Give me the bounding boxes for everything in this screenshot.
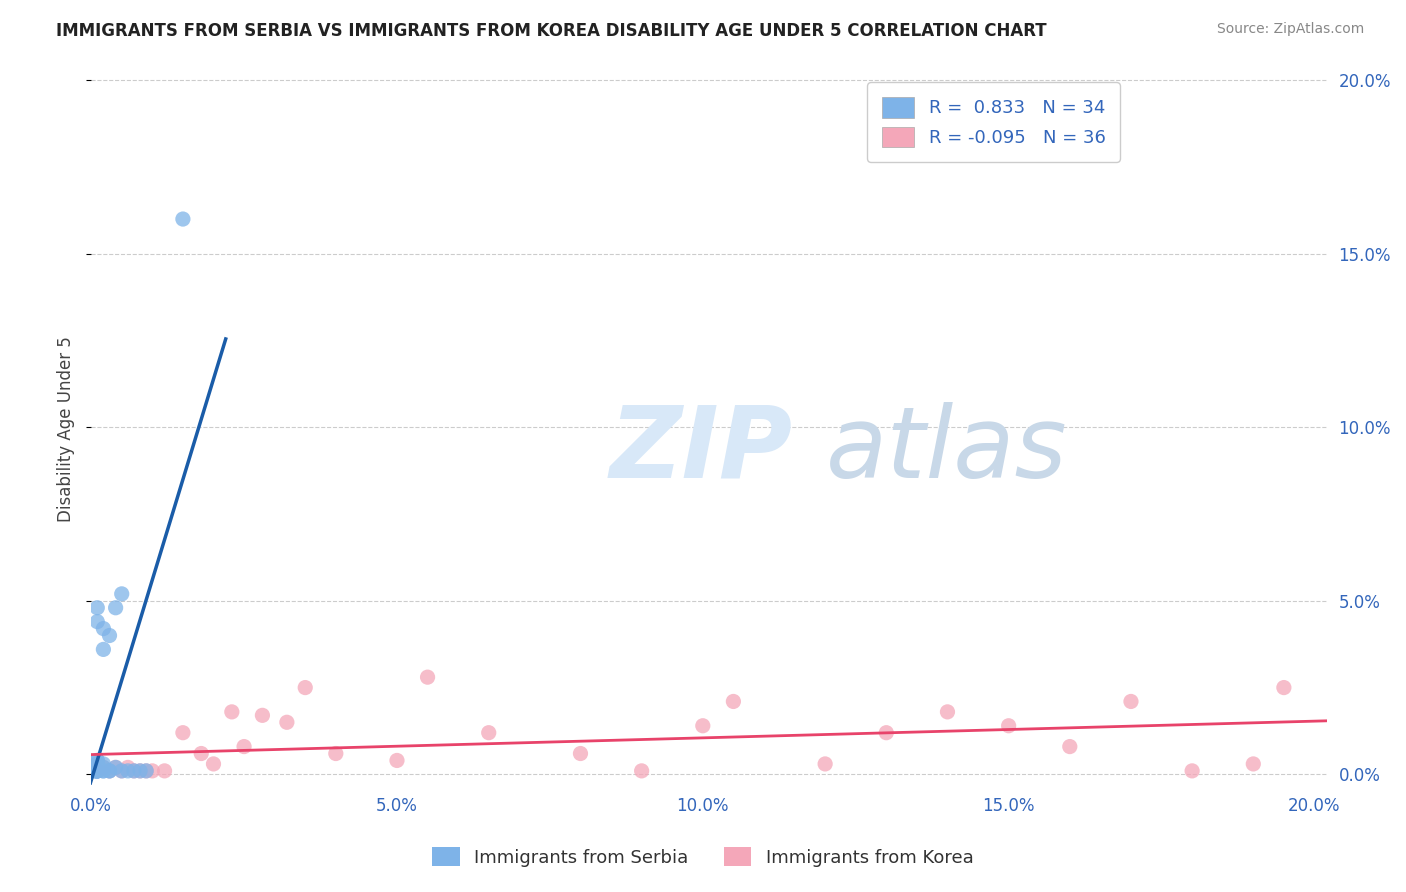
Point [122,764,145,778]
Point [221,705,243,719]
Point [111,764,134,778]
Point [86,764,108,778]
Point [93,764,115,778]
Text: ZIP: ZIP [610,402,793,499]
Point [997,719,1019,733]
Point [98,628,121,642]
Point [86,756,108,771]
Point [416,670,439,684]
Point [172,212,194,227]
Point [86,764,108,778]
Point [93,642,115,657]
Legend: Immigrants from Serbia, Immigrants from Korea: Immigrants from Serbia, Immigrants from … [425,840,981,874]
Point [478,725,501,739]
Text: IMMIGRANTS FROM SERBIA VS IMMIGRANTS FROM KOREA DISABILITY AGE UNDER 5 CORRELATI: IMMIGRANTS FROM SERBIA VS IMMIGRANTS FRO… [56,22,1047,40]
Point [93,760,115,774]
Point [86,760,108,774]
Point [98,764,121,778]
Point [86,760,108,774]
Point [86,600,108,615]
Point [86,764,108,778]
Point [141,764,163,778]
Point [252,708,274,723]
Point [385,754,408,768]
Point [122,764,145,778]
Text: atlas: atlas [827,402,1069,499]
Point [190,747,212,761]
Point [111,764,134,778]
Point [86,764,108,778]
Text: Source: ZipAtlas.com: Source: ZipAtlas.com [1216,22,1364,37]
Point [83,764,105,778]
Point [294,681,316,695]
Point [692,719,714,733]
Point [98,764,121,778]
Point [104,760,127,774]
Point [135,764,157,778]
Y-axis label: Disability Age Under 5: Disability Age Under 5 [58,336,75,522]
Point [723,694,745,708]
Point [276,715,298,730]
Point [93,622,115,636]
Point [98,764,121,778]
Point [86,756,108,771]
Point [1181,764,1204,778]
Point [93,756,115,771]
Point [86,754,108,768]
Point [117,764,139,778]
Point [111,587,134,601]
Point [1241,756,1264,771]
Point [83,764,105,778]
Point [86,764,108,778]
Point [135,764,157,778]
Point [129,764,152,778]
Point [153,764,176,778]
Point [1119,694,1142,708]
Legend: R =  0.833   N = 34, R = -0.095   N = 36: R = 0.833 N = 34, R = -0.095 N = 36 [868,82,1121,162]
Point [104,600,127,615]
Point [875,725,897,739]
Point [86,754,108,768]
Point [104,760,127,774]
Point [630,764,652,778]
Point [129,764,152,778]
Point [233,739,256,754]
Point [93,760,115,774]
Point [86,764,108,778]
Point [93,764,115,778]
Point [325,747,347,761]
Point [1272,681,1295,695]
Point [936,705,959,719]
Point [172,725,194,739]
Point [814,756,837,771]
Point [1059,739,1081,754]
Point [86,615,108,629]
Point [86,764,108,778]
Point [117,760,139,774]
Point [569,747,592,761]
Point [202,756,225,771]
